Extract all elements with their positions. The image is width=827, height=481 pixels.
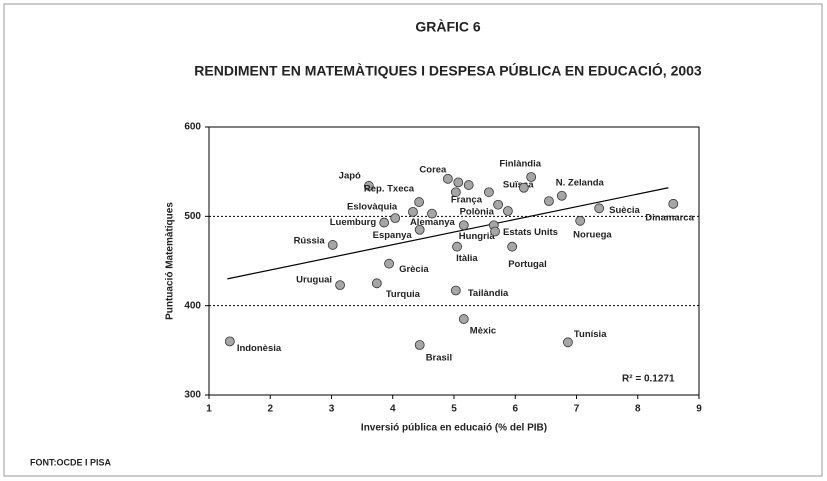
point	[379, 217, 390, 228]
point-label: Suècia	[609, 205, 640, 216]
y-axis-label: Puntuació Matemàtiques	[165, 202, 176, 320]
chart-subtitle: RENDIMENT EN MATEMÀTIQUES I DESPESA PÚBL…	[194, 62, 702, 79]
point	[493, 199, 504, 210]
point-label: Japó	[339, 170, 361, 181]
point-label: Dinamarca	[645, 212, 694, 223]
y-tick-label: 300	[184, 390, 201, 401]
point	[327, 240, 338, 250]
point-label: Finlàndia	[499, 159, 541, 170]
point	[668, 198, 679, 209]
chart-title: GRÀFIC 6	[415, 19, 481, 35]
x-tick-label: 4	[390, 404, 396, 415]
x-tick-label: 6	[512, 404, 518, 415]
point	[507, 241, 518, 252]
point	[526, 172, 537, 182]
point-label: França	[451, 195, 483, 206]
point	[518, 182, 529, 193]
point	[594, 203, 605, 214]
point-label: Espanya	[373, 230, 413, 241]
point-label: Eslovàquia	[347, 202, 398, 213]
point-label: N. Zelanda	[556, 177, 605, 188]
point-label: Suïssa	[503, 180, 534, 191]
x-tick-label: 8	[635, 404, 641, 415]
point	[452, 241, 462, 252]
point	[427, 208, 437, 219]
point	[544, 196, 554, 207]
point	[575, 215, 586, 226]
point	[414, 224, 425, 235]
point	[390, 213, 401, 224]
y-tick-label: 600	[184, 122, 201, 133]
point	[556, 190, 567, 201]
point	[442, 173, 453, 184]
point-label: Grècia	[399, 264, 429, 275]
point-label: Tailàndia	[468, 288, 509, 299]
point-label: Brasil	[426, 352, 452, 363]
point-label: Polònia	[460, 206, 495, 217]
point	[384, 258, 394, 269]
point	[458, 220, 469, 231]
x-tick-label: 7	[574, 404, 580, 415]
point	[450, 285, 461, 296]
point	[490, 226, 500, 237]
point	[484, 187, 494, 198]
x-axis-label: Inversió pública en educaió (% del PIB)	[361, 423, 547, 434]
y-tick-label: 400	[184, 300, 201, 311]
x-tick-label: 3	[329, 404, 335, 415]
point	[408, 206, 418, 217]
point	[224, 336, 235, 347]
y-tick-label: 500	[184, 211, 201, 222]
point-label: Luemburg	[330, 217, 377, 228]
point-label: Turquia	[386, 289, 421, 300]
point	[335, 280, 345, 291]
point-label: Mèxic	[470, 326, 496, 337]
point-label: Itàlia	[456, 253, 478, 264]
x-tick-label: 2	[267, 404, 273, 415]
x-tick-label: 1	[206, 404, 212, 415]
point-label: Rep. Txeca	[364, 184, 415, 195]
point-label: Alemanya	[410, 217, 456, 228]
point	[414, 197, 424, 207]
x-tick-label: 5	[451, 404, 457, 415]
point-label: Tunísia	[574, 329, 607, 340]
source: FONT:OCDE I PISA	[30, 457, 112, 467]
point	[563, 337, 573, 348]
r2-label: R² = 0.1271	[622, 374, 675, 385]
point-label: Hungria	[459, 231, 496, 242]
point-label: Corea	[419, 164, 447, 175]
point	[453, 177, 464, 188]
point	[463, 180, 474, 190]
point	[371, 278, 382, 289]
trendline	[227, 187, 669, 280]
point-label: Portugal	[508, 259, 547, 270]
point	[363, 181, 374, 191]
point	[450, 187, 461, 198]
point-label: Rússia	[294, 235, 326, 246]
point-label: Estats Units	[503, 227, 558, 238]
point-label: Noruega	[573, 229, 612, 240]
point-label: Uruguai	[296, 275, 332, 286]
point	[458, 314, 469, 324]
x-tick-label: 9	[696, 404, 702, 415]
point-label: Indonèsia	[237, 343, 282, 354]
point	[414, 340, 425, 350]
point	[502, 206, 513, 216]
